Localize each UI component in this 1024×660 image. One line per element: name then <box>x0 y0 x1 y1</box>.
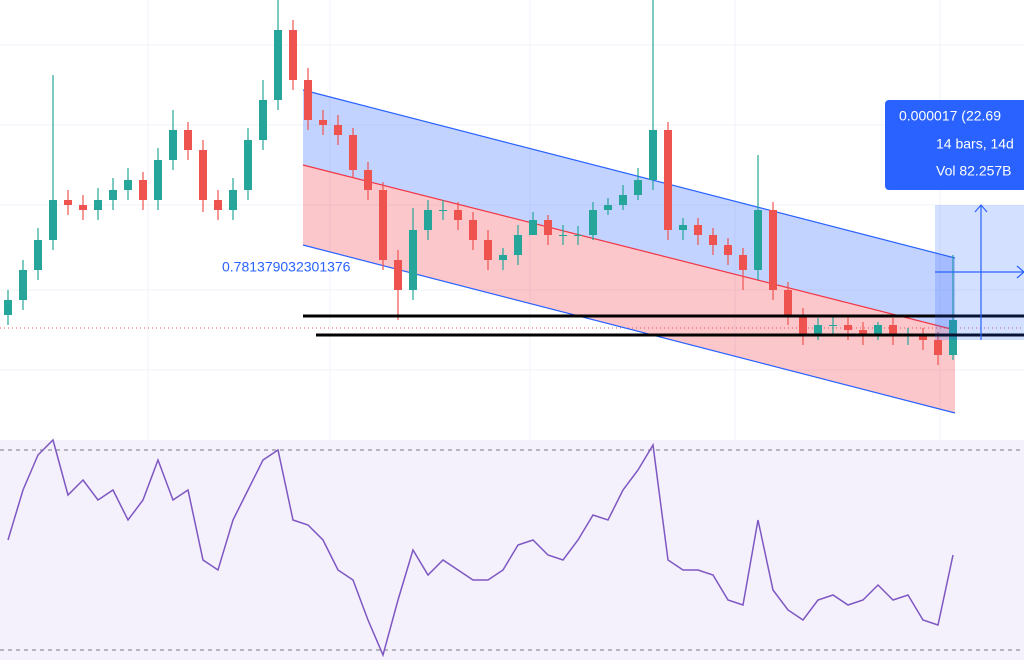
candle-body <box>454 210 462 220</box>
candle-body <box>199 150 207 200</box>
candle-body <box>799 315 807 335</box>
candle-body <box>934 340 942 355</box>
candle-body <box>874 325 882 335</box>
candle-body <box>379 190 387 260</box>
candle-body <box>139 180 147 200</box>
candle-body <box>574 235 582 236</box>
candle-body <box>694 225 702 235</box>
measure-arrows <box>935 204 1024 340</box>
candle-body <box>409 230 417 290</box>
candle-body <box>109 190 117 200</box>
candle-body <box>739 255 747 270</box>
candle-body <box>604 205 612 210</box>
candle-body <box>304 80 312 120</box>
candle-body <box>499 255 507 260</box>
candle-body <box>949 320 957 355</box>
candle-body <box>829 325 837 326</box>
candle-body <box>619 195 627 205</box>
candle-body <box>709 235 717 245</box>
candle-body <box>94 200 102 210</box>
candle-body <box>859 330 867 335</box>
candle-body <box>34 240 42 270</box>
candle-body <box>319 120 327 125</box>
candle-body <box>424 210 432 230</box>
measure-text: Vol 82.257B <box>936 163 1012 179</box>
candle-body <box>529 220 537 235</box>
candle-body <box>589 210 597 235</box>
candle-body <box>784 290 792 315</box>
candle-body <box>514 235 522 255</box>
candle-body <box>19 270 27 300</box>
candle-body <box>664 130 672 230</box>
candle-body <box>844 325 852 330</box>
candle-body <box>184 130 192 150</box>
measure-text: 14 bars, 14d <box>936 136 1014 152</box>
candle-body <box>754 210 762 270</box>
candles <box>4 0 957 365</box>
candle-body <box>334 125 342 135</box>
annotation: 0.781379032301376 <box>222 259 351 275</box>
candle-body <box>274 30 282 100</box>
candle-body <box>769 210 777 290</box>
rsi <box>0 438 1024 658</box>
candle-body <box>349 135 357 170</box>
channel-upper <box>303 90 955 330</box>
candle-body <box>364 170 372 190</box>
rsi-line <box>7 438 954 658</box>
candle-body <box>124 180 132 190</box>
candle-body <box>649 130 657 180</box>
candle-body <box>814 325 822 335</box>
candle-body <box>634 180 642 195</box>
candle-body <box>229 190 237 210</box>
measure-text: 0.000017 (22.69 <box>899 108 1001 124</box>
candle-body <box>394 260 402 290</box>
candle-body <box>79 205 87 210</box>
candle-body <box>289 30 297 80</box>
candle-body <box>544 220 552 235</box>
candle-body <box>154 160 162 200</box>
candle-body <box>169 130 177 160</box>
measure-tooltip <box>885 100 1024 190</box>
candle-body <box>469 220 477 240</box>
rsi-pane <box>0 440 1024 660</box>
channel-lower <box>303 165 955 413</box>
candle-body <box>889 325 897 335</box>
candle-body <box>49 200 57 240</box>
candle-body <box>679 225 687 230</box>
candle-body <box>214 200 222 210</box>
candle-body <box>244 140 252 190</box>
candle-body <box>439 210 447 211</box>
candle-body <box>559 235 567 236</box>
candle-body <box>919 335 927 340</box>
candle-body <box>484 240 492 260</box>
candle-body <box>259 100 267 140</box>
candle-body <box>4 300 12 315</box>
candle-body <box>64 200 72 205</box>
candle-body <box>724 245 732 255</box>
